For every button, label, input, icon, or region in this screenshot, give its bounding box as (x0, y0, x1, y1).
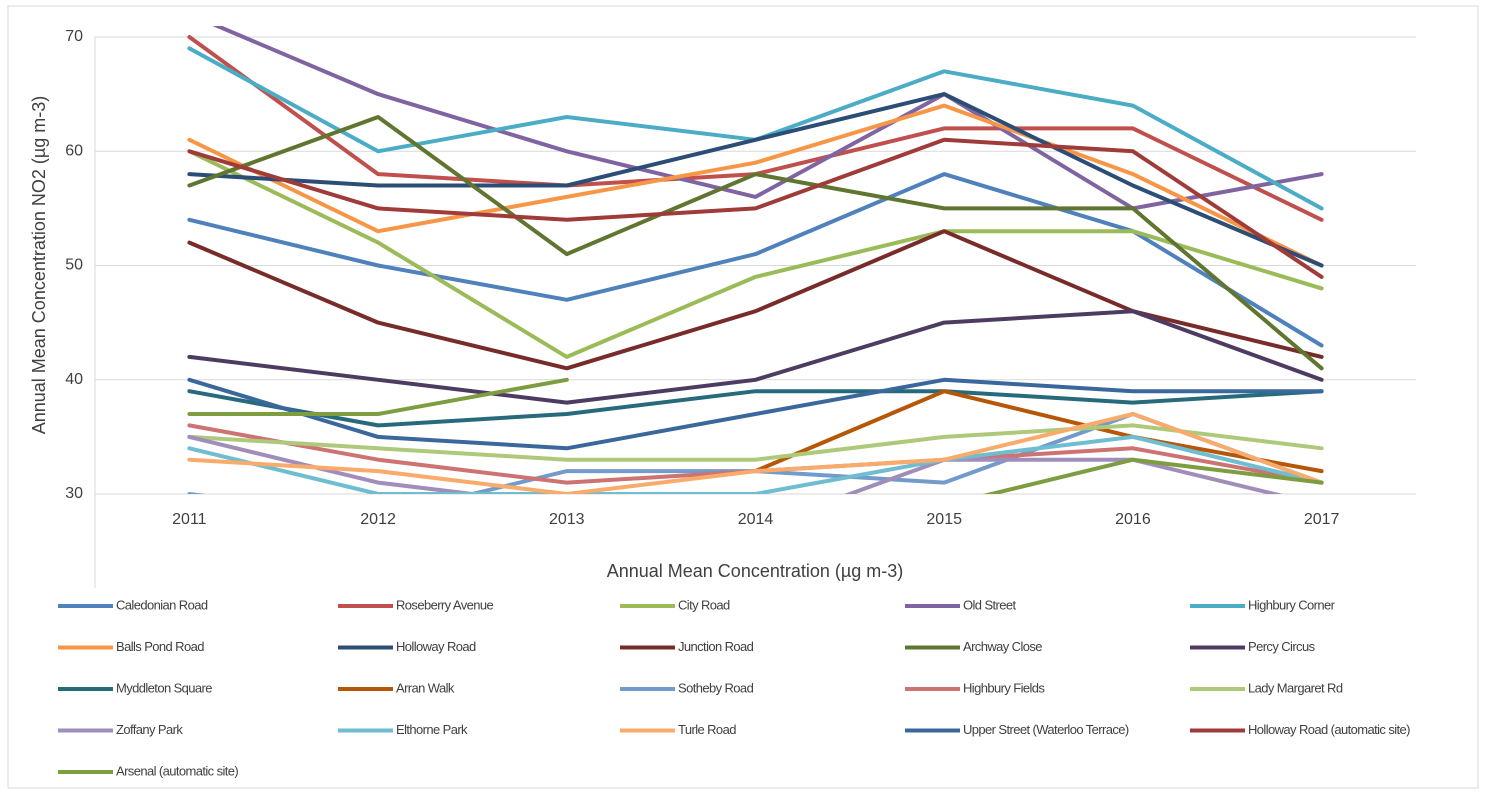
series-line (187, 377, 1324, 494)
series-line (187, 389, 1324, 428)
series-line (187, 92, 1324, 268)
legend-label: Junction Road (678, 639, 754, 654)
legend-item: Lady Margaret Rd (1190, 680, 1343, 695)
legend-label: Myddleton Square (116, 680, 212, 695)
legend-label: Highbury Fields (963, 680, 1045, 695)
legend-label: Percy Circus (1248, 639, 1316, 654)
legend-label: Arran Walk (396, 680, 455, 695)
x-tick-label: 2013 (549, 511, 585, 528)
y-tick-label: 30 (65, 485, 83, 502)
legend-label: Balls Pond Road (116, 639, 204, 654)
y-axis-title: Annual Mean Concentration NO2 (µg m-3) (29, 96, 49, 435)
legend-item: Archway Close (905, 639, 1043, 654)
legend-item: Balls Pond Road (58, 639, 205, 654)
legend-item: Caledonian Road (58, 597, 208, 612)
legend-item: Highbury Fields (905, 680, 1046, 695)
legend-item: Myddleton Square (58, 680, 213, 695)
legend-item: Sotheby Road (620, 680, 754, 695)
legend-label: Old Street (963, 597, 1017, 612)
legend-label: Holloway Road (automatic site) (1248, 722, 1410, 737)
y-tick-label: 40 (65, 371, 83, 388)
series-line (187, 423, 1324, 462)
x-tick-label: 2011 (172, 511, 207, 528)
legend: Caledonian Road Roseberry Avenue City Road… (58, 597, 1411, 778)
x-tick-label: 2014 (738, 511, 774, 528)
x-axis-title: Annual Mean Concentration (µg m-3) (607, 561, 904, 581)
legend-item: Highbury Corner (1190, 597, 1336, 612)
series-line (187, 103, 1324, 268)
legend-label: Lady Margaret Rd (1248, 680, 1343, 695)
legend-item: Elthorne Park (338, 722, 469, 737)
legend-label: City Road (678, 597, 730, 612)
series-line (187, 434, 1324, 494)
legend-label: Upper Street (Waterloo Terrace) (963, 722, 1129, 737)
legend-label: Caledonian Road (116, 597, 208, 612)
legend-label: Holloway Road (396, 639, 476, 654)
legend-item: Turle Road (620, 722, 737, 737)
legend-label: Elthorne Park (396, 722, 468, 737)
legend-item: City Road (620, 597, 731, 612)
legend-item: Arsenal (automatic site) (58, 763, 239, 778)
series-line (187, 115, 1324, 371)
legend-label: Turle Road (678, 722, 736, 737)
legend-label: Highbury Corner (1248, 597, 1336, 612)
legend-item: Upper Street (Waterloo Terrace) (905, 722, 1130, 737)
x-tick-label: 2015 (926, 511, 962, 528)
legend-label: Zoffany Park (116, 722, 183, 737)
y-tick-label: 50 (65, 257, 83, 274)
series-line (187, 149, 1324, 359)
legend-item: Old Street (905, 597, 1017, 612)
legend-item: Holloway Road (338, 639, 477, 654)
legend-item: Roseberry Avenue (338, 597, 494, 612)
series-line (187, 309, 1324, 405)
legend-item: Arran Walk (338, 680, 456, 695)
x-tick-label: 2016 (1115, 511, 1151, 528)
series-line (187, 377, 1324, 451)
legend-item: Zoffany Park (58, 722, 184, 737)
legend-label: Sotheby Road (678, 680, 754, 695)
grid: 30 40 50 60 70 2011 2012 2013 2014 2015 2016 2017 (65, 28, 1416, 588)
legend-label: Roseberry Avenue (396, 597, 493, 612)
plot-lines (187, 26, 1324, 494)
y-tick-label: 60 (65, 142, 83, 159)
legend-label: Arsenal (automatic site) (116, 763, 238, 778)
series-line (187, 137, 1324, 279)
legend-item: Junction Road (620, 639, 754, 654)
series-line (753, 389, 1324, 474)
y-tick-label: 70 (65, 28, 83, 45)
legend-item: Percy Circus (1190, 639, 1316, 654)
series-line (187, 412, 1324, 494)
legend-label: Archway Close (963, 639, 1042, 654)
x-tick-label: 2012 (360, 511, 396, 528)
x-tick-label: 2017 (1304, 511, 1340, 528)
legend-item: Holloway Road (automatic site) (1190, 722, 1411, 737)
